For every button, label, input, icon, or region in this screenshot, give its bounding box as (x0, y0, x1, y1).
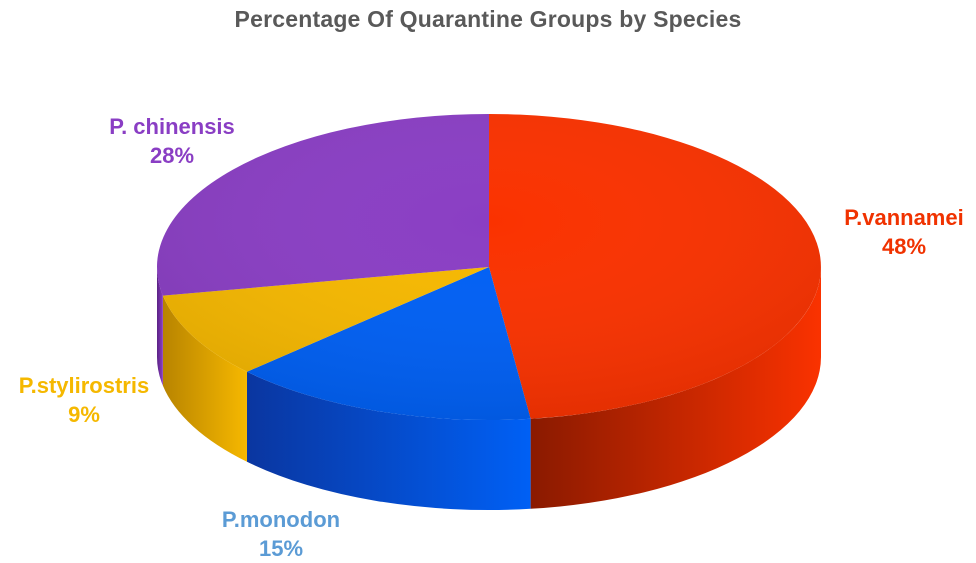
pie-side-p-chinensis (157, 267, 163, 386)
slice-label-name: P.stylirostris (18, 373, 150, 398)
slice-label-monodon: P.monodon 15% (222, 505, 340, 563)
chart-title: Percentage Of Quarantine Groups by Speci… (234, 6, 742, 32)
slice-label-vannamei: P.vannamei 48% (844, 203, 963, 261)
slice-label-stylirostris: P.stylirostris 9% (19, 371, 149, 429)
slice-label-name: P.monodon (221, 507, 341, 532)
pie-side-p-stylirostris (162, 295, 247, 462)
slice-label-value: 9% (68, 402, 100, 427)
pie-top-shading (157, 114, 821, 420)
slice-label-name: P. chinensis (109, 114, 235, 139)
slice-label-value: 15% (258, 536, 304, 561)
pie-side-p-vannamei (530, 267, 821, 509)
slice-label-value: 28% (149, 143, 195, 168)
slice-label-name: P.vannamei (844, 205, 964, 230)
slice-label-chinensis: P. chinensis 28% (109, 112, 235, 170)
slice-label-value: 48% (881, 234, 927, 259)
pie-side-p-monodon (246, 371, 531, 510)
